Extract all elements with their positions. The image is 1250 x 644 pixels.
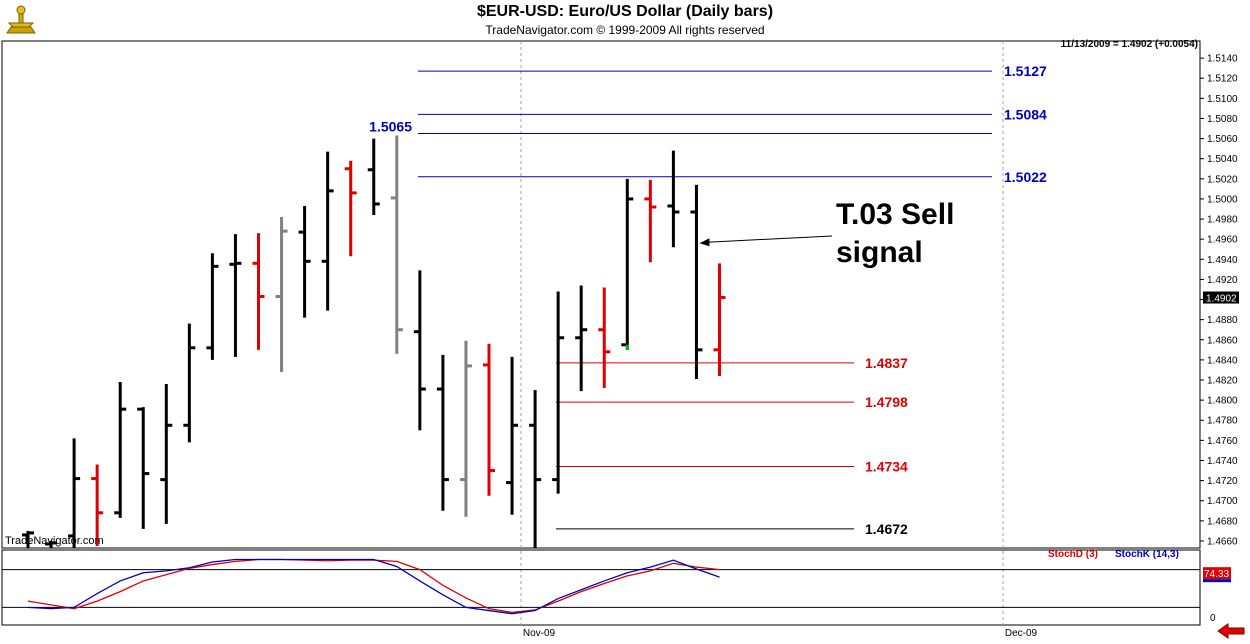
y-tick-label: 1.4660 [1207,536,1238,547]
stoch-d-legend: StochD (3) [1048,549,1098,560]
y-tick-label: 1.4800 [1207,396,1238,407]
y-tick-label: 1.5060 [1207,134,1238,145]
stoch-y-tick-label: 0 [1210,613,1216,624]
y-tick-label: 1.5080 [1207,114,1238,125]
annotation-arrow-shaft [707,235,833,243]
y-tick-label: 1.4980 [1207,215,1238,226]
y-tick-label: 1.4720 [1207,476,1238,487]
ohlc-bar [160,384,173,524]
ohlc-bar [667,150,680,248]
ohlc-bar [275,217,288,372]
ohlc-bar [114,382,127,518]
stoch-k-legend: StochK (14,3) [1115,549,1179,560]
copyright-subtitle: TradeNavigator.com © 1999-2009 All right… [485,23,765,37]
y-tick-label: 1.4740 [1207,456,1238,467]
annotation-arrowhead [699,238,710,247]
y-tick-label: 1.5040 [1207,154,1238,165]
ohlc-bar [91,464,104,546]
level-label-1.4798: 1.4798 [865,394,908,410]
stoch-d-line [27,558,720,614]
ohlc-bar [344,160,357,257]
y-tick-label: 1.4920 [1207,275,1238,286]
level-label-1.5022: 1.5022 [1004,169,1047,185]
level-label-1.4672: 1.4672 [865,521,908,537]
ohlc-bar [298,205,311,318]
ohlc-bar [552,291,565,494]
ohlc-bar [68,438,81,548]
ohlc-bar [183,323,196,443]
ohlc-bar [529,390,542,548]
y-tick-label: 1.4760 [1207,436,1238,447]
page-title: $EUR-USD: Euro/US Dollar (Daily bars) [476,3,774,20]
ohlc-bar [690,184,703,379]
y-tick-label: 1.4940 [1207,255,1238,266]
y-tick-label: 1.5100 [1207,94,1238,105]
x-tick-label: Dec-09 [1005,628,1038,639]
last-quote-label: 11/13/2009 = 1.4902 (+0.0054) [1060,39,1198,50]
trade-navigator-logo-icon [3,3,39,37]
y-tick-label: 1.4820 [1207,376,1238,387]
ohlc-bar [506,356,519,515]
ohlc-bar [575,285,588,392]
watermark-label: TradeNavigator.com [5,535,104,547]
ohlc-bar [206,253,219,360]
level-label-1.4734: 1.4734 [865,459,908,475]
ohlc-bar [252,233,265,350]
y-tick-label: 1.4680 [1207,516,1238,527]
ohlc-bar [644,179,657,263]
y-tick-label: 1.5120 [1207,74,1238,85]
ohlc-bar [483,343,495,496]
ohlc-bar [436,354,449,511]
stoch-k-value-marker [1203,579,1231,583]
stochastic-panel-frame [1,549,1201,626]
price-panel-frame [1,40,1201,549]
y-tick-label: 1.5000 [1207,194,1238,205]
annotation-line-1: T.03 Sell [836,198,954,231]
ohlc-bar [413,270,426,431]
stoch-k-line [27,558,720,615]
ohlc-bar [229,234,242,357]
ohlc-bar [713,263,726,376]
level-label-1.4837: 1.4837 [865,355,908,371]
ohlc-bar [459,340,472,517]
ohlc-bar [367,138,380,216]
stoch-value-box [1203,567,1231,580]
level-label-1.5084: 1.5084 [1004,106,1047,122]
y-tick-label: 1.4780 [1207,416,1238,427]
y-tick-label: 1.5140 [1207,54,1238,65]
back-arrow-icon[interactable] [1216,623,1246,639]
y-tick-label: 1.4960 [1207,235,1238,246]
ohlc-bar [137,407,150,529]
ohlc-bar [598,287,611,389]
level-label-1.5065: 1.5065 [369,119,412,135]
ohlc-bar [45,540,58,548]
y-tick-label: 1.4840 [1207,355,1238,366]
ohlc-bar [621,178,634,350]
stoch-value-label: 74.33 [1204,569,1229,580]
y-tick-label: 1.4880 [1207,315,1238,326]
ohlc-bar [22,530,34,548]
y-tick-label: 1.4860 [1207,335,1238,346]
annotation-line-2: signal [836,236,923,269]
last-price-label: 1.4902 [1206,294,1237,305]
ohlc-bar [321,151,334,311]
last-price-box [1203,291,1239,304]
ohlc-bar [390,135,403,354]
y-tick-label: 1.4700 [1207,496,1238,507]
y-tick-label: 1.5020 [1207,174,1238,185]
level-label-1.5127: 1.5127 [1004,63,1047,79]
x-tick-label: Nov-09 [523,628,556,639]
